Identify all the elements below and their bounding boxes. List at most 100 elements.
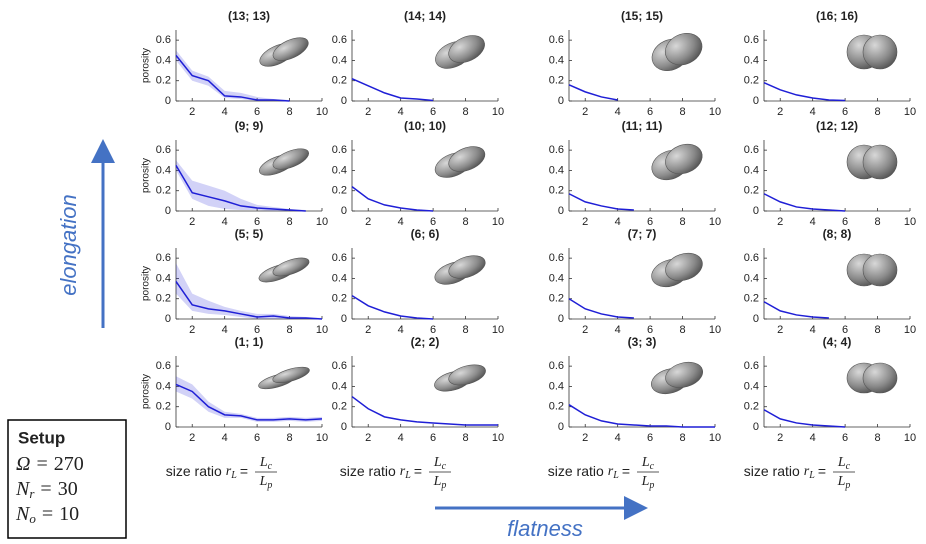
panel-title: (12; 12) [816, 119, 858, 133]
num-sub: c [442, 461, 447, 472]
den: L [433, 474, 442, 489]
den: L [259, 474, 268, 489]
y-tick-label: 0.6 [549, 144, 564, 156]
y-tick-label: 0.4 [549, 380, 564, 392]
x-tick-label: 8 [462, 324, 468, 336]
num: L [837, 455, 846, 470]
particle-icon [862, 144, 898, 180]
x-tick-label: 4 [398, 432, 404, 444]
x-tick-label: 8 [286, 216, 292, 228]
x-tick-label: 10 [904, 106, 916, 118]
y-tick-label: 0 [558, 421, 564, 433]
x-tick-label: 2 [365, 432, 371, 444]
y-tick-label: 0.2 [549, 75, 564, 87]
y-tick-label: 0.4 [549, 272, 564, 284]
x-label-denominator: Lp [433, 474, 447, 491]
y-tick-label: 0 [165, 313, 171, 325]
x-tick-label: 2 [365, 216, 371, 228]
x-tick-label: 4 [615, 106, 621, 118]
x-tick-label: 4 [398, 324, 404, 336]
x-tick-label: 10 [492, 106, 504, 118]
panel-title: (10; 10) [404, 119, 446, 133]
line [763, 82, 846, 102]
x-tick-label: 6 [647, 216, 653, 228]
x-label-text: size ratio rL = [340, 463, 422, 482]
y-tick-label: 0.4 [744, 54, 759, 66]
y-tick-label: 0 [341, 95, 347, 107]
y-tick-label: 0.4 [156, 164, 171, 176]
x-label-words: size ratio [548, 463, 604, 479]
x-tick-label: 8 [874, 432, 880, 444]
panel-title: (4; 4) [823, 335, 852, 349]
y-tick-label: 0.6 [744, 34, 759, 46]
x-axis-label: size ratio rL = Lc Lp [340, 455, 451, 491]
flatness-label: flatness [507, 516, 583, 541]
y-tick-label: 0.4 [332, 54, 347, 66]
y-tick-label: 0.6 [156, 360, 171, 372]
y-tick-label: 0 [341, 205, 347, 217]
line [175, 54, 290, 102]
particle-icon [665, 143, 703, 175]
y-tick-label: 0.6 [332, 144, 347, 156]
x-tick-label: 6 [254, 216, 260, 228]
x-tick-label: 6 [647, 106, 653, 118]
particle-icon [665, 361, 703, 388]
x-label-var: r [608, 464, 614, 479]
y-tick-label: 0.4 [332, 164, 347, 176]
line [175, 281, 323, 320]
y-tick-label: 0 [753, 95, 759, 107]
setup-value: 270 [54, 453, 84, 475]
panel-title: (9; 9) [235, 119, 264, 133]
x-label-words: size ratio [340, 463, 396, 479]
x-tick-label: 4 [810, 432, 816, 444]
x-tick-label: 8 [679, 216, 685, 228]
particle-icon [272, 37, 309, 61]
x-tick-label: 6 [430, 324, 436, 336]
x-label-numerator: Lc [837, 455, 851, 472]
x-label-text: size ratio rL = [166, 463, 248, 482]
line [351, 77, 434, 102]
y-tick-label: 0.2 [332, 75, 347, 87]
y-axis-label: porosity [141, 266, 152, 301]
x-label-var: r [804, 464, 810, 479]
num: L [259, 455, 268, 470]
x-tick-label: 4 [810, 324, 816, 336]
x-tick-label: 8 [874, 324, 880, 336]
x-label-var-sub: L [230, 470, 237, 481]
y-tick-label: 0.6 [332, 252, 347, 264]
panel-title: (13; 13) [228, 9, 270, 23]
x-tick-label: 6 [430, 216, 436, 228]
y-tick-label: 0.4 [744, 272, 759, 284]
x-tick-label: 2 [582, 216, 588, 228]
y-tick-label: 0.2 [744, 75, 759, 87]
y-tick-label: 0 [753, 421, 759, 433]
num-sub: c [846, 461, 851, 472]
x-label-numerator: Lc [433, 455, 447, 472]
x-tick-label: 10 [316, 432, 328, 444]
line [763, 301, 829, 319]
band [176, 376, 322, 422]
particle-icon [272, 257, 310, 277]
x-tick-label: 10 [709, 106, 721, 118]
y-tick-label: 0.4 [744, 380, 759, 392]
line [568, 298, 634, 319]
y-tick-label: 0 [558, 205, 564, 217]
x-tick-label: 8 [462, 216, 468, 228]
setup-symbol: N [15, 503, 31, 525]
y-tick-label: 0.2 [156, 293, 171, 305]
particle-icon [448, 255, 486, 279]
y-tick-label: 0 [165, 205, 171, 217]
y-tick-label: 0.4 [549, 164, 564, 176]
x-tick-label: 6 [254, 324, 260, 336]
x-tick-label: 4 [810, 106, 816, 118]
setup-eq: = [42, 503, 53, 525]
x-tick-label: 4 [615, 216, 621, 228]
den: L [641, 474, 650, 489]
particle-icon [448, 146, 486, 172]
line [351, 295, 434, 320]
setup-eq: = [40, 478, 51, 500]
x-tick-label: 8 [286, 324, 292, 336]
